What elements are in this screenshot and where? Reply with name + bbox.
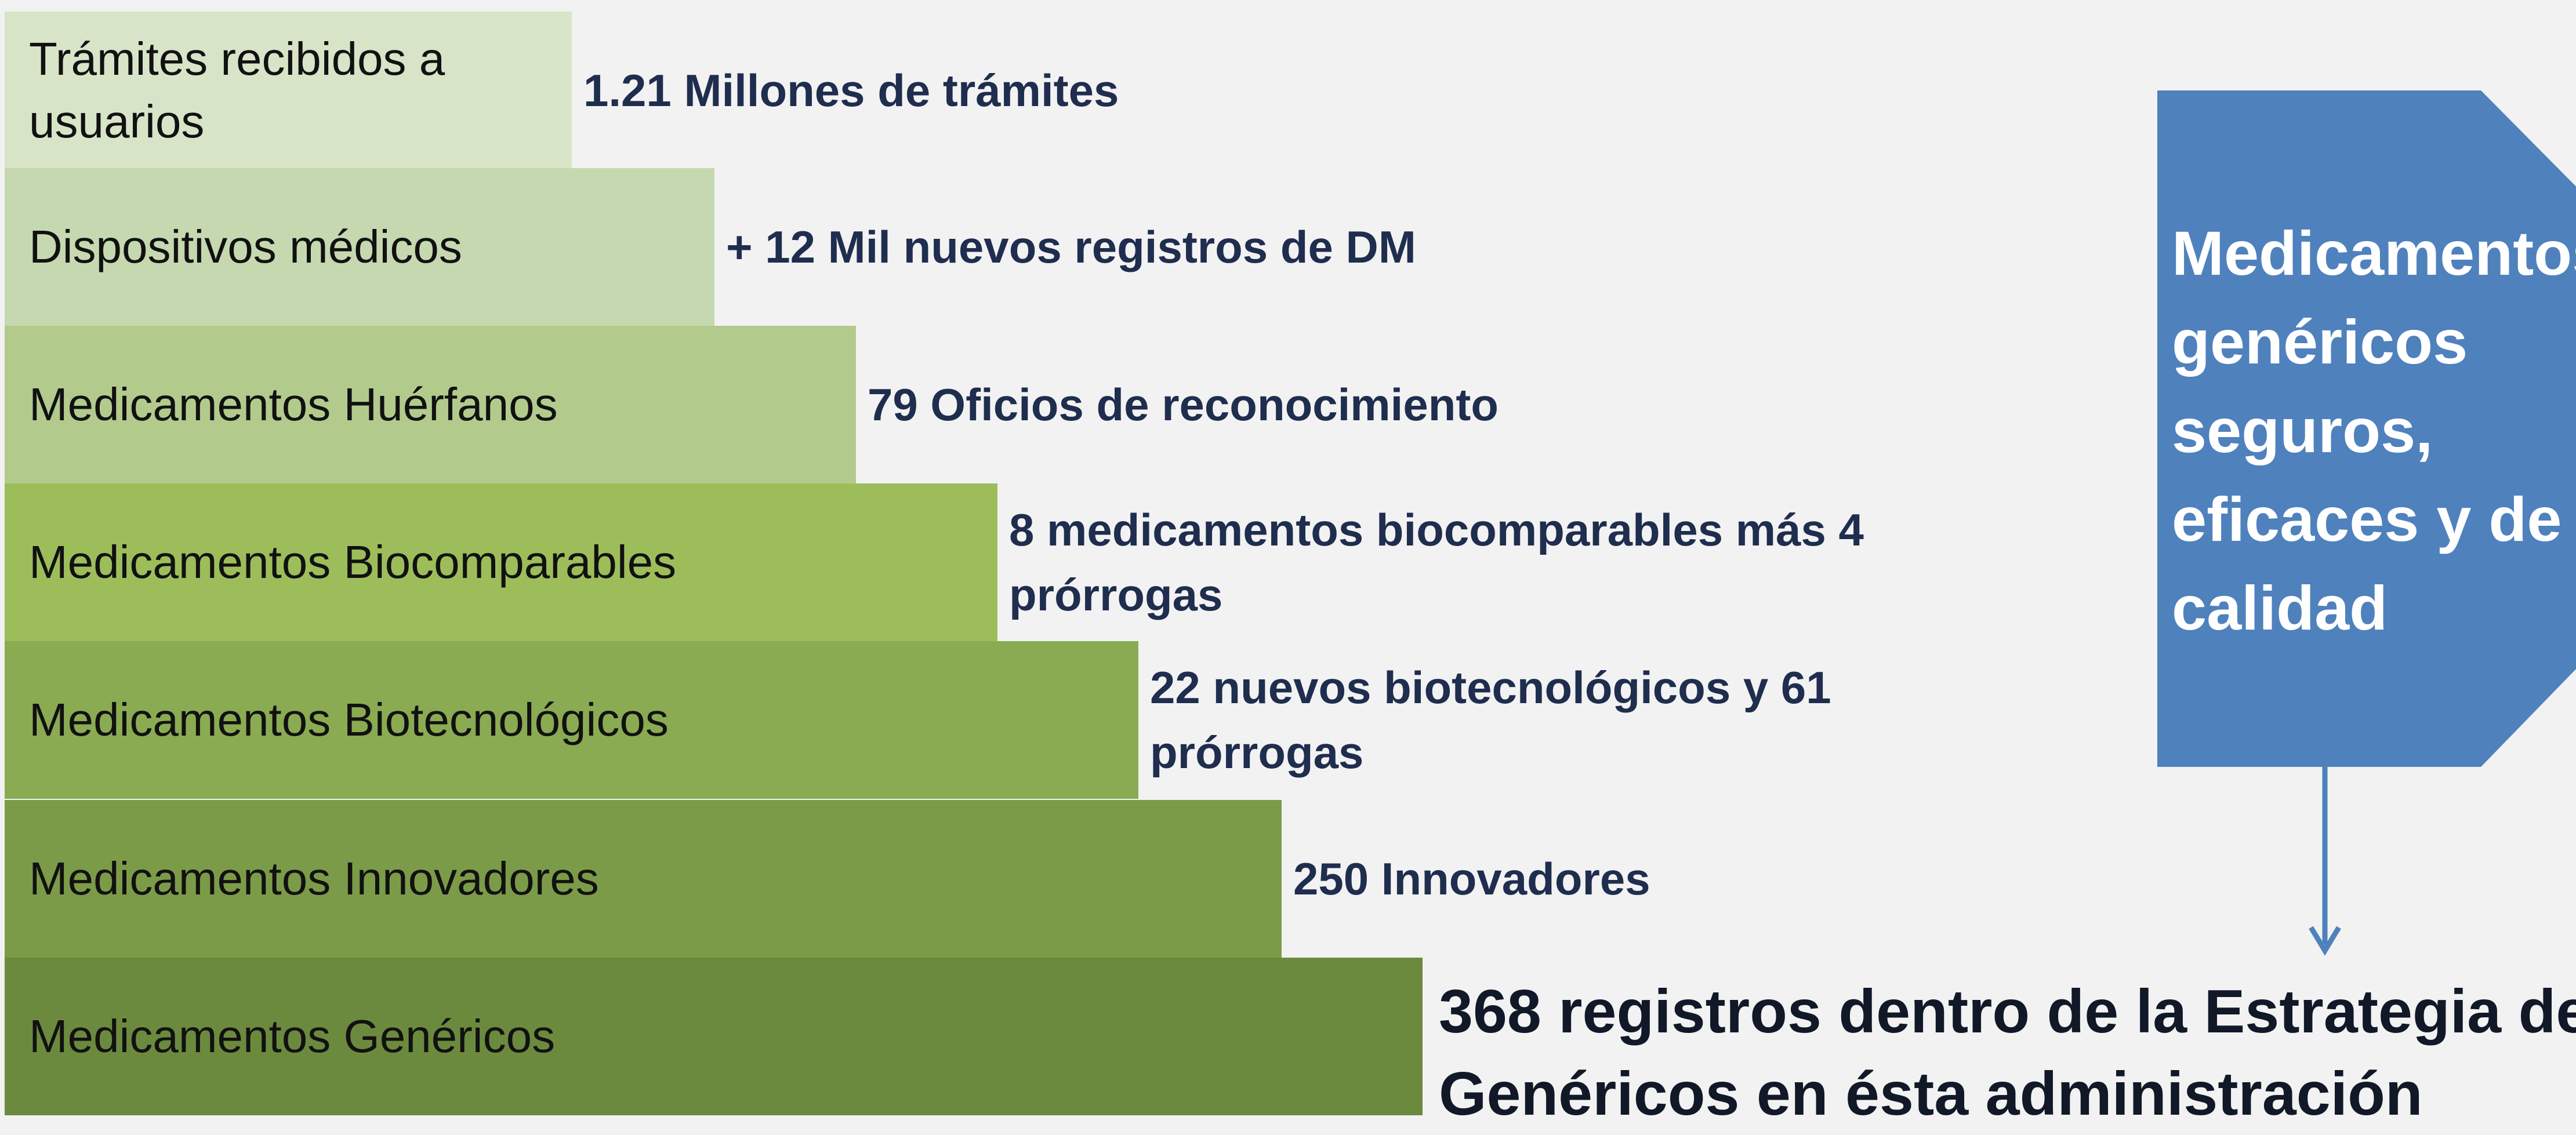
- step-label: Medicamentos Innovadores: [29, 853, 599, 904]
- step-bar: Medicamentos Genéricos: [5, 958, 1423, 1115]
- step-detail: + 12 Mil nuevos registros de DM: [726, 221, 1416, 272]
- step-bar: Medicamentos Innovadores: [5, 800, 1282, 958]
- callout-text: Medicamentos genéricos seguros, eficaces…: [2172, 218, 2576, 643]
- step-label: Medicamentos Genéricos: [29, 1010, 556, 1062]
- step-bar: Medicamentos Huérfanos: [5, 326, 856, 483]
- step-detail: 368 registros dentro de la Estrategia de…: [1439, 977, 2576, 1128]
- step-label: Medicamentos Biotecnológicos: [29, 694, 669, 745]
- step-bar: Medicamentos Biocomparables: [5, 483, 997, 641]
- arrow-head: [2309, 926, 2341, 956]
- step-detail: 22 nuevos biotecnológicos y 61 prórrogas: [1150, 662, 1831, 778]
- step-label: Trámites recibidos a usuarios: [29, 33, 445, 147]
- step-bar: Dispositivos médicos: [5, 168, 714, 326]
- step-detail: 250 Innovadores: [1293, 853, 1650, 904]
- step-detail: 79 Oficios de reconocimiento: [868, 379, 1499, 430]
- step-label: Medicamentos Huérfanos: [29, 379, 558, 430]
- step-detail: 1.21 Millones de trámites: [583, 65, 1119, 116]
- step-bar: Medicamentos Biotecnológicos: [5, 641, 1138, 799]
- step-label: Dispositivos médicos: [29, 221, 462, 272]
- step-detail: 8 medicamentos biocomparables más 4 prór…: [1009, 504, 1864, 620]
- callout-box: [2157, 90, 2576, 767]
- step-bar: Trámites recibidos a usuarios: [5, 12, 572, 169]
- step-label: Medicamentos Biocomparables: [29, 536, 677, 588]
